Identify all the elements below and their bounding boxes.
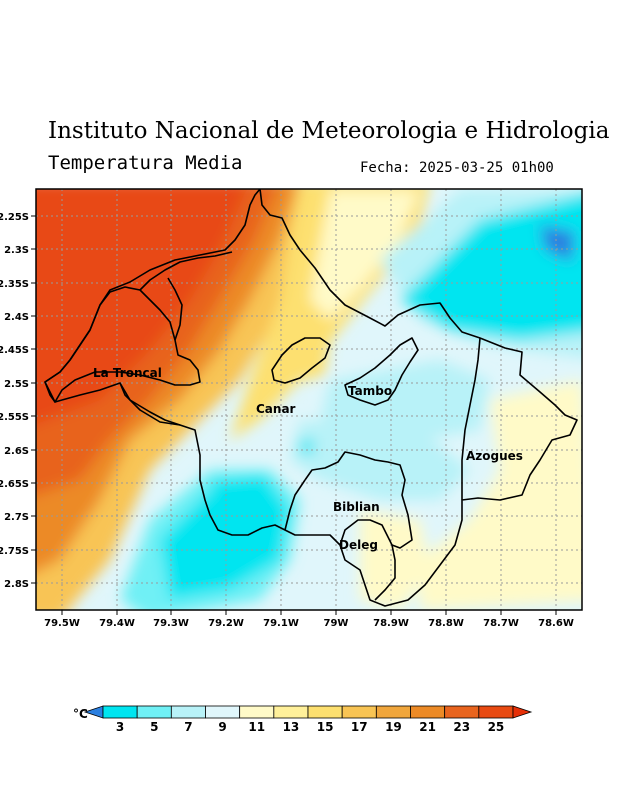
canton-line-3 xyxy=(119,382,181,426)
colorbar-arrow-high xyxy=(512,705,533,719)
place-label-biblian: Biblian xyxy=(333,500,380,514)
lat-label: 2.7S xyxy=(4,512,29,523)
lat-label: 2.3S xyxy=(4,245,29,256)
deleg-boundary xyxy=(339,519,396,601)
map-frame xyxy=(35,188,583,611)
lat-label: 2.55S xyxy=(0,412,29,423)
boundaries xyxy=(44,189,578,607)
colorbar-box xyxy=(205,705,241,719)
colorbar: °C 3 5 7 9 11 13 15 17 19 21 23 25 xyxy=(73,705,533,734)
lon-label: 78.8W xyxy=(428,618,464,629)
place-label-canar: Canar xyxy=(256,402,296,416)
lat-label: 2.65S xyxy=(0,479,29,490)
colorbar-box xyxy=(273,705,309,719)
colorbar-tick-label: 25 xyxy=(488,720,505,734)
lat-label: 2.5S xyxy=(4,379,29,390)
lon-axis: 79.5W 79.4W 79.3W 79.2W 79.1W 79W 78.9W … xyxy=(44,610,574,629)
lat-label: 2.6S xyxy=(4,446,29,457)
lon-label: 79.1W xyxy=(263,618,299,629)
canton-line-4 xyxy=(304,451,413,549)
colorbar-box xyxy=(478,705,514,719)
colorbar-tick-label: 5 xyxy=(150,720,158,734)
colorbar-box xyxy=(170,705,206,719)
lat-label: 2.25S xyxy=(0,212,29,223)
colorbar-box xyxy=(375,705,411,719)
temperature-field xyxy=(36,189,582,610)
colorbar-tick-label: 7 xyxy=(184,720,192,734)
lat-label: 2.4S xyxy=(4,312,29,323)
colorbar-tick-label: 13 xyxy=(283,720,300,734)
lon-label: 79.3W xyxy=(153,618,189,629)
colorbar-tick-label: 21 xyxy=(419,720,436,734)
place-label-la-troncal: La Troncal xyxy=(93,366,162,380)
lon-label: 78.7W xyxy=(483,618,519,629)
lon-label: 79.4W xyxy=(99,618,135,629)
colorbar-tick-label: 3 xyxy=(116,720,124,734)
colorbar-box xyxy=(341,705,377,719)
colorbar-tick-label: 17 xyxy=(351,720,368,734)
colorbar-box xyxy=(444,705,480,719)
place-label-deleg: Deleg xyxy=(339,538,378,552)
biblian-boundary xyxy=(284,479,306,531)
canton-line-2 xyxy=(167,277,183,341)
lat-label: 2.45S xyxy=(0,345,29,356)
lon-label: 79.5W xyxy=(44,618,80,629)
date-label: Fecha: 2025-03-25 01h00 xyxy=(360,160,554,176)
lat-label: 2.35S xyxy=(0,279,29,290)
lon-label: 79.2W xyxy=(208,618,244,629)
colorbar-box xyxy=(102,705,138,719)
colorbar-box xyxy=(136,705,172,719)
azogues-boundary xyxy=(461,337,481,500)
variable-title: Temperatura Media xyxy=(48,152,243,174)
lon-label: 78.6W xyxy=(538,618,574,629)
place-label-tambo: Tambo xyxy=(348,384,392,398)
colorbar-tick-label: 15 xyxy=(317,720,334,734)
lat-axis: 2.25S 2.3S 2.35S 2.4S 2.45S 2.5S 2.55S 2… xyxy=(0,212,36,590)
place-labels: La Troncal Canar Tambo Azogues Biblian D… xyxy=(93,366,523,552)
colorbar-tick-label: 23 xyxy=(453,720,470,734)
tambo-boundary xyxy=(344,337,419,406)
colorbar-tick-label: 9 xyxy=(218,720,226,734)
colorbar-unit: °C xyxy=(73,707,88,721)
colorbar-tick-label: 11 xyxy=(248,720,265,734)
colorbar-box xyxy=(307,705,343,719)
colorbar-box xyxy=(410,705,446,719)
lat-label: 2.8S xyxy=(4,579,29,590)
place-label-azogues: Azogues xyxy=(466,449,523,463)
institution-title: Instituto Nacional de Meteorologia e Hid… xyxy=(48,118,610,144)
lat-label: 2.75S xyxy=(0,546,29,557)
colorbar-box xyxy=(239,705,275,719)
colorbar-tick-label: 19 xyxy=(385,720,402,734)
graticule xyxy=(36,189,582,610)
lon-label: 79W xyxy=(324,618,349,629)
canton-line-1 xyxy=(139,251,233,291)
lon-label: 78.9W xyxy=(373,618,409,629)
island-boundary xyxy=(271,337,331,384)
